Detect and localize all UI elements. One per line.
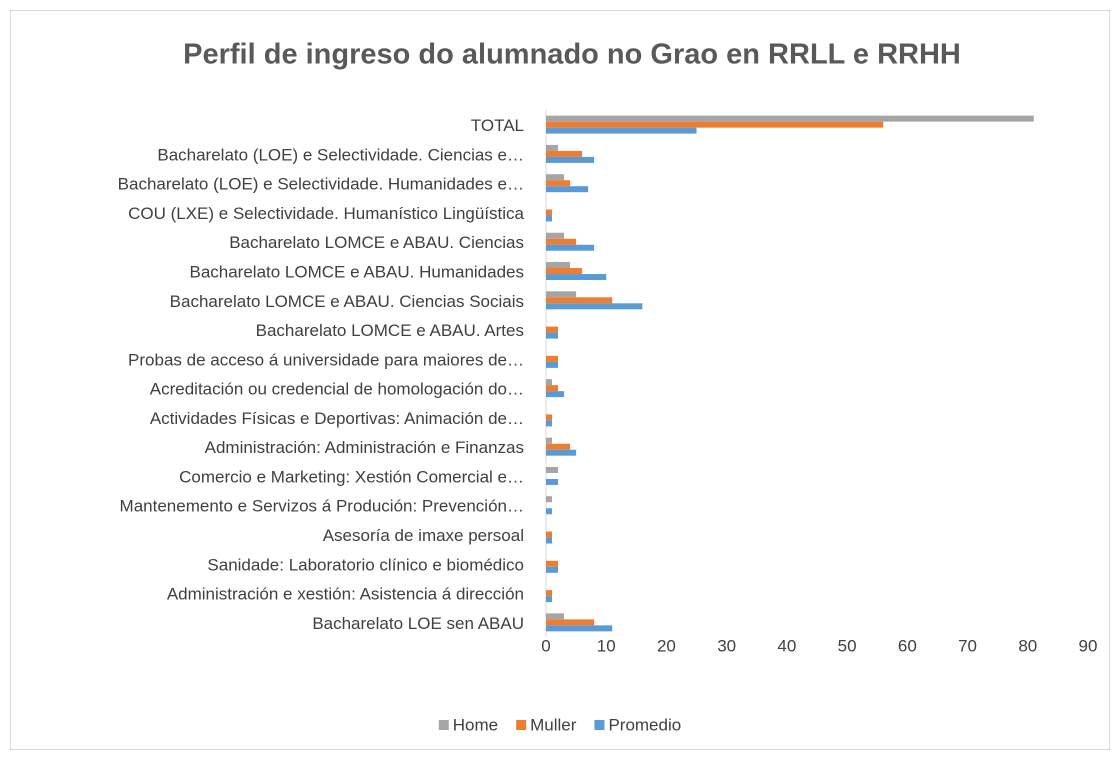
x-tick-label: 60 <box>898 636 917 655</box>
bar <box>546 215 553 222</box>
bar <box>546 537 553 544</box>
bar <box>546 361 559 368</box>
bar <box>546 274 607 281</box>
y-tick-label: COU (LXE) e Selectividade. Humanístico L… <box>128 204 524 223</box>
x-tick-label: 30 <box>717 636 736 655</box>
y-tick-label: Administración e xestión: Asistencia á d… <box>167 585 524 604</box>
bar <box>546 115 1034 122</box>
bar <box>546 268 583 275</box>
x-tick-label: 50 <box>838 636 857 655</box>
y-tick-label: Bacharelato LOMCE e ABAU. Humanidades <box>189 263 524 282</box>
bar <box>546 355 559 362</box>
bar <box>546 244 595 251</box>
bar <box>546 326 559 333</box>
y-tick-label: Bacharelato (LOE) e Selectividade. Human… <box>118 175 524 194</box>
bar <box>546 449 577 456</box>
y-tick-label: Acreditación ou credencial de homologaci… <box>150 380 524 399</box>
y-tick-label: TOTAL <box>471 116 524 135</box>
x-tick-label: 80 <box>1018 636 1037 655</box>
y-tick-label: Asesoría de imaxe persoal <box>323 526 524 545</box>
y-tick-label: Bacharelato LOMCE e ABAU. Ciencias Socia… <box>170 292 524 311</box>
bar <box>546 127 697 134</box>
y-tick-label: Mantenemento e Servizos á Produción: Pre… <box>120 497 524 516</box>
y-tick-label: Bacharelato LOMCE e ABAU. Artes <box>256 321 524 340</box>
x-tick-label: 70 <box>958 636 977 655</box>
bar <box>546 420 553 427</box>
y-tick-label: Bacharelato LOMCE e ABAU. Ciencias <box>229 233 524 252</box>
bar <box>546 625 613 632</box>
bar <box>546 466 559 473</box>
bar <box>546 566 559 573</box>
bar <box>546 156 595 163</box>
bar <box>546 531 553 538</box>
bar <box>546 150 583 157</box>
bar <box>546 385 559 392</box>
bar <box>546 613 565 620</box>
chart-title: Perfil de ingreso do alumnado no Grao en… <box>183 39 961 71</box>
bar <box>546 303 643 310</box>
bar <box>546 262 571 269</box>
bar <box>546 186 589 193</box>
bar <box>546 180 571 187</box>
bar <box>546 508 553 515</box>
legend-label: Muller <box>530 715 577 734</box>
bar <box>546 443 571 450</box>
bar <box>546 391 565 398</box>
legend-swatch <box>594 720 605 730</box>
y-tick-label: Administración: Administración e Finanza… <box>205 438 524 457</box>
x-tick-label: 0 <box>541 636 550 655</box>
bar <box>546 437 553 444</box>
legend-label: Promedio <box>608 715 681 734</box>
bar <box>546 596 553 603</box>
bar <box>546 414 553 421</box>
legend-swatch <box>438 720 449 730</box>
y-tick-label: Comercio e Marketing: Xestión Comercial … <box>179 467 524 486</box>
y-tick-label: Bacharelato (LOE) e Selectividade. Cienc… <box>157 145 524 164</box>
bar <box>546 291 577 298</box>
x-tick-label: 20 <box>657 636 676 655</box>
bar <box>546 297 613 304</box>
bar <box>546 209 553 216</box>
x-tick-label: 40 <box>777 636 796 655</box>
x-tick-label: 10 <box>597 636 616 655</box>
bar <box>546 560 559 567</box>
legend-swatch <box>516 720 527 730</box>
y-tick-label: Bacharelato LOE sen ABAU <box>312 614 524 633</box>
legend-label: Home <box>453 715 498 734</box>
bar <box>546 332 559 339</box>
bar <box>546 238 577 245</box>
bar <box>546 174 565 181</box>
y-tick-label: Actividades Físicas e Deportivas: Animac… <box>150 409 524 428</box>
x-tick-label: 90 <box>1079 636 1098 655</box>
bar <box>546 478 559 485</box>
bar <box>546 232 565 239</box>
y-tick-label: Sanidade: Laboratorio clínico e biomédic… <box>207 555 524 574</box>
bar <box>546 379 553 386</box>
bar <box>546 619 595 626</box>
y-tick-label: Probas de acceso á universidade para mai… <box>128 350 524 369</box>
bar <box>546 590 553 597</box>
bar <box>546 496 553 503</box>
bar <box>546 144 559 151</box>
bar <box>546 121 884 128</box>
